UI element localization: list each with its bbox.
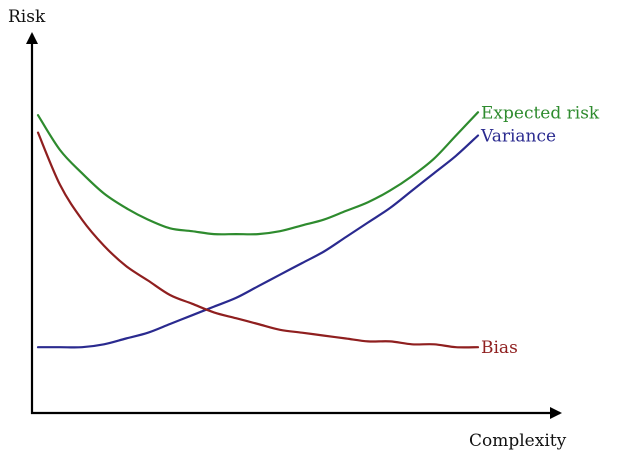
series-label-variance: Variance [480, 127, 556, 147]
y-axis-label: Risk [8, 7, 46, 27]
series-line-bias [36, 131, 480, 349]
series-line-expected-risk [36, 111, 480, 236]
series-layer: Expected risk Variance Bias [36, 103, 600, 358]
series-label-expected-risk: Expected risk [481, 103, 600, 123]
x-axis-label: Complexity [469, 431, 567, 451]
series-label-bias: Bias [481, 338, 518, 358]
series-line-variance [36, 134, 480, 349]
